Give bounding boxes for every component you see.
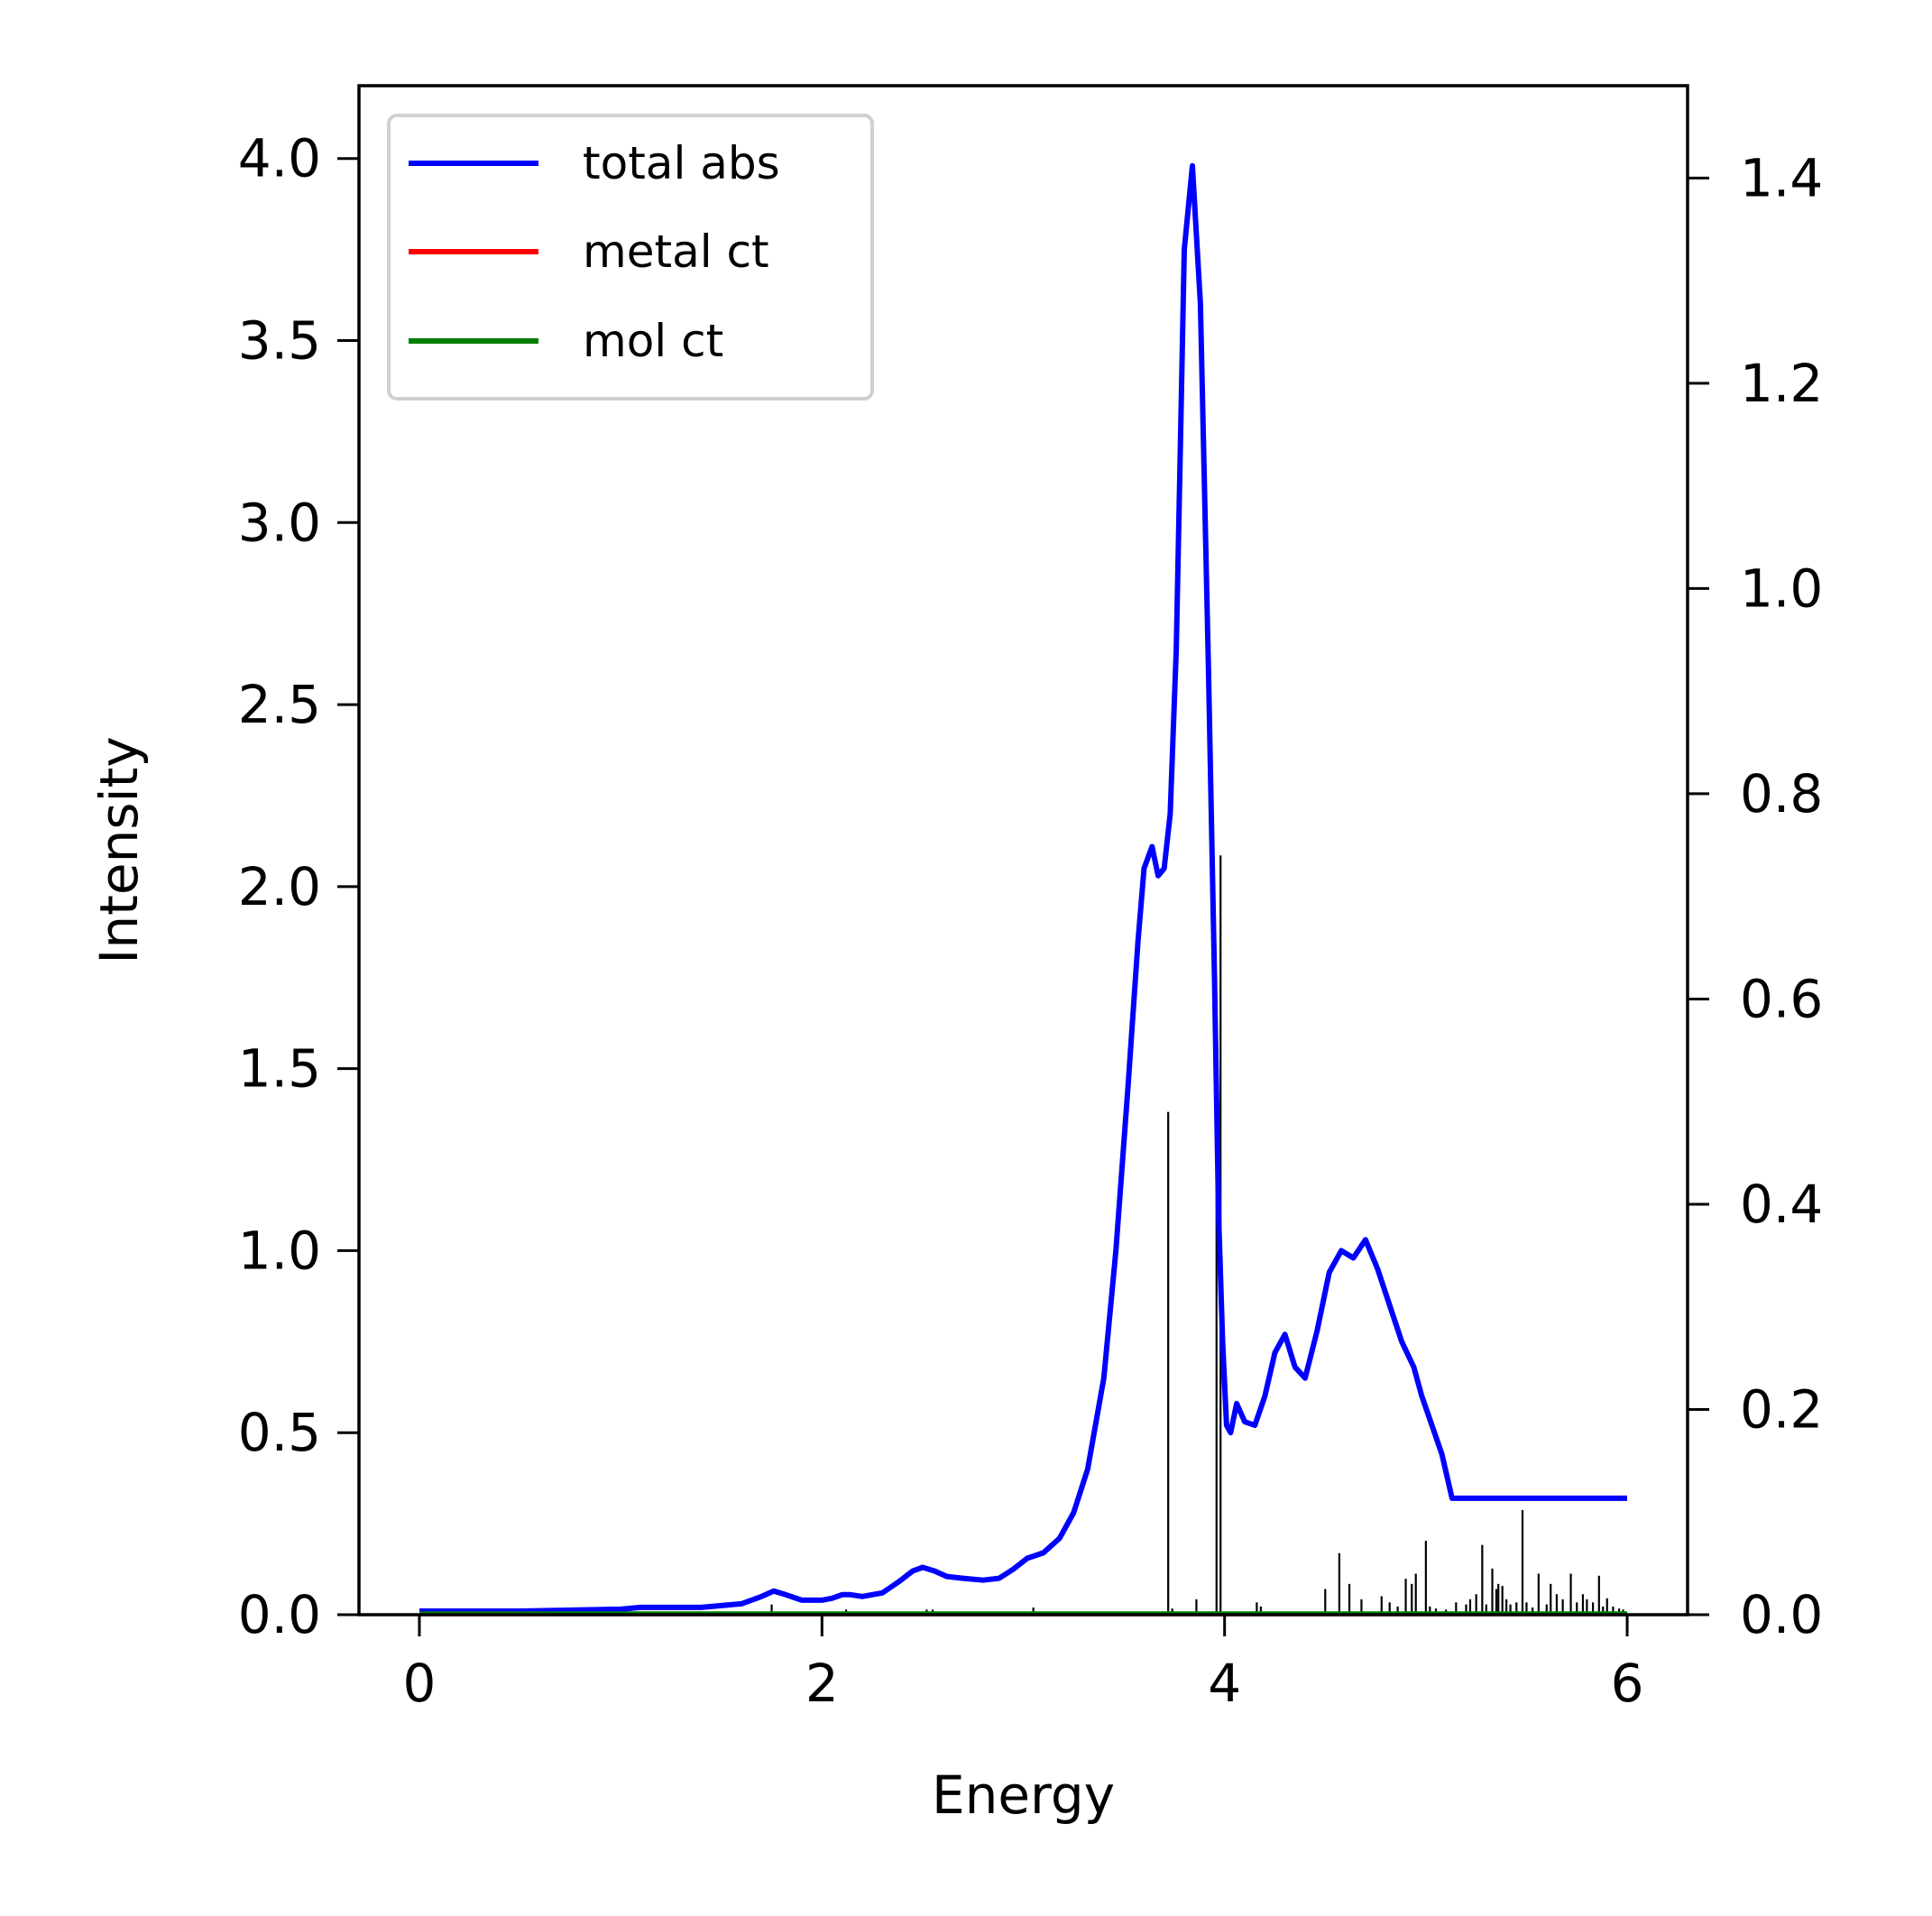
y-tick-label: 2.5 [238, 674, 321, 735]
y2-tick-label: 0.6 [1740, 968, 1823, 1029]
legend-label-mol-ct: mol ct [583, 315, 723, 367]
y2-tick-label: 1.4 [1740, 147, 1823, 208]
y2-tick-label: 0.8 [1740, 763, 1823, 824]
y-tick-label: 3.5 [238, 310, 321, 372]
x-tick-label: 6 [1611, 1653, 1644, 1714]
x-tick-label: 4 [1208, 1653, 1241, 1714]
x-axis-title: Energy [932, 1764, 1115, 1826]
y2-tick-label: 0.4 [1740, 1174, 1823, 1235]
legend-label-total-abs: total abs [583, 137, 780, 189]
y2-tick-label: 1.2 [1740, 353, 1823, 414]
x-tick-label: 0 [403, 1653, 437, 1714]
y-axis-title: Intensity [88, 736, 150, 963]
y-tick-label: 3.0 [238, 492, 321, 553]
y2-tick-label: 0.0 [1740, 1584, 1823, 1645]
y-tick-label: 0.0 [238, 1584, 321, 1645]
legend-label-metal-ct: metal ct [583, 226, 769, 278]
y2-tick-label: 0.2 [1740, 1378, 1823, 1440]
legend: total abs metal ct mol ct [389, 115, 872, 399]
y-tick-label: 1.0 [238, 1220, 321, 1281]
y-tick-label: 0.5 [238, 1402, 321, 1463]
y-tick-label: 4.0 [238, 128, 321, 189]
y2-tick-label: 1.0 [1740, 557, 1823, 619]
y-tick-label: 1.5 [238, 1038, 321, 1100]
x-tick-label: 2 [805, 1653, 839, 1714]
y-tick-label: 2.0 [238, 856, 321, 917]
